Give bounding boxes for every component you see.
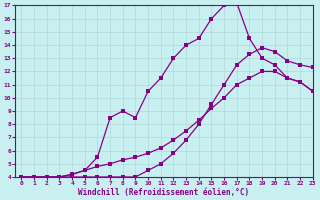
X-axis label: Windchill (Refroidissement éolien,°C): Windchill (Refroidissement éolien,°C) (78, 188, 250, 197)
